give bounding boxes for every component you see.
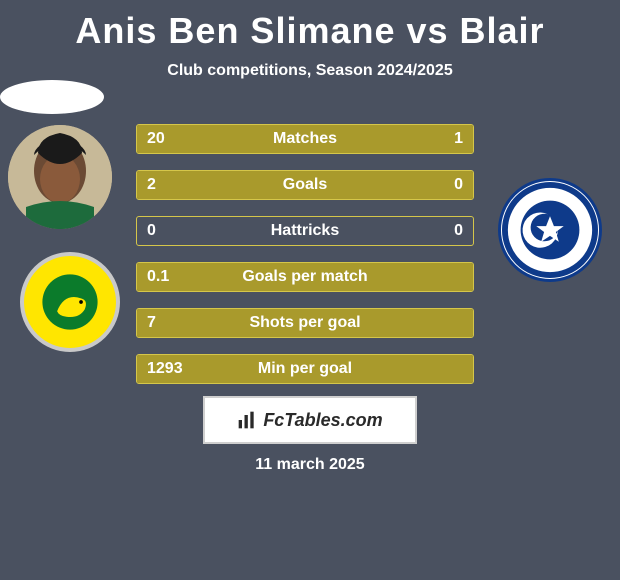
stat-label: Goals per match	[137, 263, 473, 291]
stat-row: 0.1 Goals per match	[136, 262, 474, 292]
player-avatar-right	[0, 80, 104, 114]
stat-value-right: 1	[454, 125, 463, 153]
club-badge-left	[20, 252, 120, 352]
stat-label: Min per goal	[137, 355, 473, 383]
stats-panel: 20 Matches 1 2 Goals 0 0 Hattricks 0 0.1…	[136, 124, 474, 400]
stat-label: Shots per goal	[137, 309, 473, 337]
stat-row: 2 Goals 0	[136, 170, 474, 200]
chart-icon	[237, 410, 257, 430]
stat-row: 20 Matches 1	[136, 124, 474, 154]
star-crescent-badge-icon	[501, 181, 599, 279]
date-label: 11 march 2025	[0, 456, 620, 474]
stat-value-right: 0	[454, 217, 463, 245]
stat-row: 1293 Min per goal	[136, 354, 474, 384]
canary-badge-icon	[24, 256, 116, 348]
player-avatar-left	[8, 125, 112, 229]
person-icon	[8, 125, 112, 229]
stat-row: 0 Hattricks 0	[136, 216, 474, 246]
stat-row: 7 Shots per goal	[136, 308, 474, 338]
subtitle: Club competitions, Season 2024/2025	[0, 62, 620, 80]
stat-label: Goals	[137, 171, 473, 199]
stat-label: Hattricks	[137, 217, 473, 245]
brand-link[interactable]: FcTables.com	[203, 396, 417, 444]
stat-label: Matches	[137, 125, 473, 153]
club-badge-right	[498, 178, 602, 282]
page-title: Anis Ben Slimane vs Blair	[0, 0, 620, 52]
stat-value-right: 0	[454, 171, 463, 199]
brand-label: FcTables.com	[263, 410, 382, 431]
